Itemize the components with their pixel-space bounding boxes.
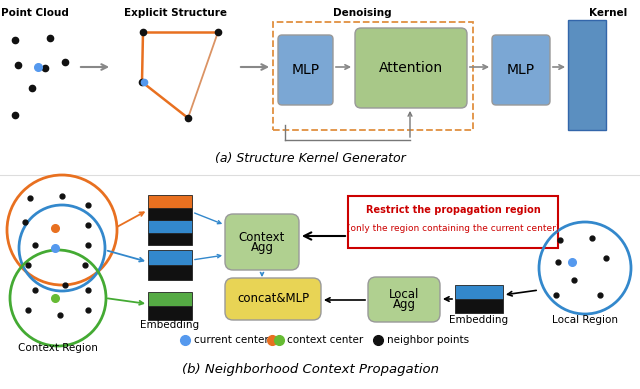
Text: current center: current center	[194, 335, 269, 345]
Text: Embedding: Embedding	[449, 315, 509, 325]
FancyBboxPatch shape	[492, 35, 550, 105]
Bar	[455, 285, 503, 299]
Text: Point Cloud: Point Cloud	[1, 8, 69, 18]
FancyBboxPatch shape	[278, 35, 333, 105]
Text: (only the region containing the current center): (only the region containing the current …	[347, 224, 559, 233]
Bar	[148, 233, 192, 245]
Bar	[273, 22, 473, 130]
Text: MLP: MLP	[291, 63, 319, 77]
Text: Attention: Attention	[379, 61, 443, 75]
FancyBboxPatch shape	[368, 277, 440, 322]
Text: (b) Neighborhood Context Propagation: (b) Neighborhood Context Propagation	[182, 363, 438, 377]
Text: Local Region: Local Region	[552, 315, 618, 325]
FancyBboxPatch shape	[355, 28, 467, 108]
Text: Context: Context	[239, 231, 285, 244]
Text: Explicit Structure: Explicit Structure	[124, 8, 227, 18]
Bar	[568, 20, 606, 130]
Bar	[148, 250, 192, 265]
FancyBboxPatch shape	[225, 214, 299, 270]
Bar	[455, 299, 503, 313]
Text: concat&MLP: concat&MLP	[237, 293, 309, 305]
Text: Kernel: Kernel	[589, 8, 627, 18]
Text: Agg: Agg	[250, 240, 273, 254]
Text: MLP: MLP	[507, 63, 535, 77]
Text: Denoising: Denoising	[333, 8, 391, 18]
FancyBboxPatch shape	[225, 278, 321, 320]
Bar	[148, 265, 192, 280]
Text: Agg: Agg	[392, 298, 415, 311]
Bar	[148, 292, 192, 306]
Text: Context Region: Context Region	[18, 343, 98, 353]
Bar	[148, 306, 192, 320]
Text: (a) Structure Kernel Generator: (a) Structure Kernel Generator	[214, 151, 405, 165]
Bar	[348, 196, 558, 248]
Text: Restrict the propagation region: Restrict the propagation region	[365, 205, 540, 215]
Text: context center: context center	[287, 335, 364, 345]
Bar	[148, 195, 192, 207]
Text: Embedding: Embedding	[140, 320, 200, 330]
Text: neighbor points: neighbor points	[387, 335, 469, 345]
Bar	[148, 220, 192, 233]
Bar	[148, 207, 192, 220]
Text: Local: Local	[389, 288, 419, 301]
